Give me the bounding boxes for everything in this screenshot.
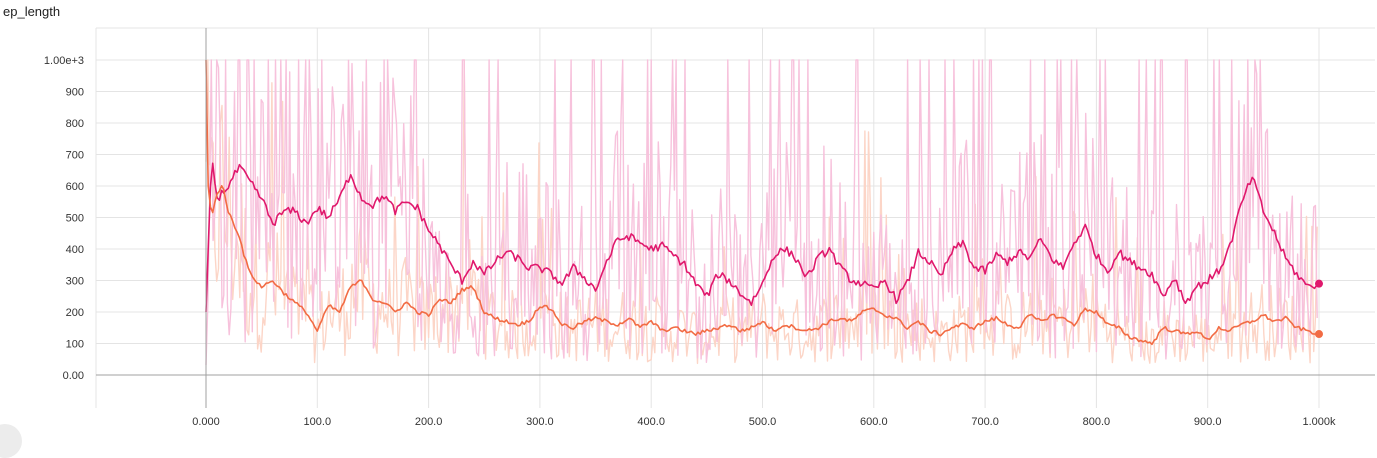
x-tick-label: 0.000 bbox=[192, 416, 220, 428]
y-tick-label: 800 bbox=[66, 118, 84, 130]
smoothed-series-line bbox=[205, 59, 1320, 346]
chart-title: ep_length bbox=[3, 4, 61, 19]
x-tick-label: 200.0 bbox=[415, 416, 443, 428]
y-tick-label: 500 bbox=[66, 213, 84, 225]
y-tick-label: 1.00e+3 bbox=[44, 55, 84, 67]
y-tick-label: 900 bbox=[66, 87, 84, 99]
y-tick-label: 600 bbox=[66, 181, 84, 193]
x-tick-label: 400.0 bbox=[637, 416, 665, 428]
x-tick-label: 300.0 bbox=[526, 416, 554, 428]
raw-series-line bbox=[205, 59, 1318, 365]
y-tick-label: 300 bbox=[66, 276, 84, 288]
raw-series-layer bbox=[205, 59, 1318, 366]
series-endpoint-marker bbox=[1315, 279, 1323, 288]
x-tick-label: 100.0 bbox=[304, 416, 332, 428]
y-tick-label: 200 bbox=[66, 307, 84, 319]
smoothed-series-layer bbox=[205, 59, 1323, 346]
x-tick-label: 600.0 bbox=[860, 416, 888, 428]
smoothed-series-line bbox=[205, 162, 1320, 313]
tick-labels: 0.00 100 200 300 400 500 600 700 800 900 1.00e+3 0.… bbox=[44, 55, 1336, 428]
x-tick-label: 800.0 bbox=[1083, 416, 1111, 428]
x-tick-label: 1.000k bbox=[1302, 416, 1336, 428]
chart-plot: 0.00 100 200 300 400 500 600 700 800 900 1.00e+3 0.… bbox=[44, 27, 1375, 428]
y-tick-label: 0.00 bbox=[63, 370, 84, 382]
x-tick-label: 700.0 bbox=[971, 416, 999, 428]
y-tick-label: 100 bbox=[66, 339, 84, 351]
axes bbox=[96, 28, 1375, 408]
series-endpoint-marker bbox=[1315, 330, 1323, 339]
grid bbox=[95, 27, 1375, 408]
y-tick-label: 400 bbox=[66, 244, 84, 256]
x-tick-label: 500.0 bbox=[749, 416, 777, 428]
raw-series-line bbox=[205, 59, 1318, 366]
y-tick-label: 700 bbox=[66, 150, 84, 162]
x-tick-label: 900.0 bbox=[1194, 416, 1222, 428]
